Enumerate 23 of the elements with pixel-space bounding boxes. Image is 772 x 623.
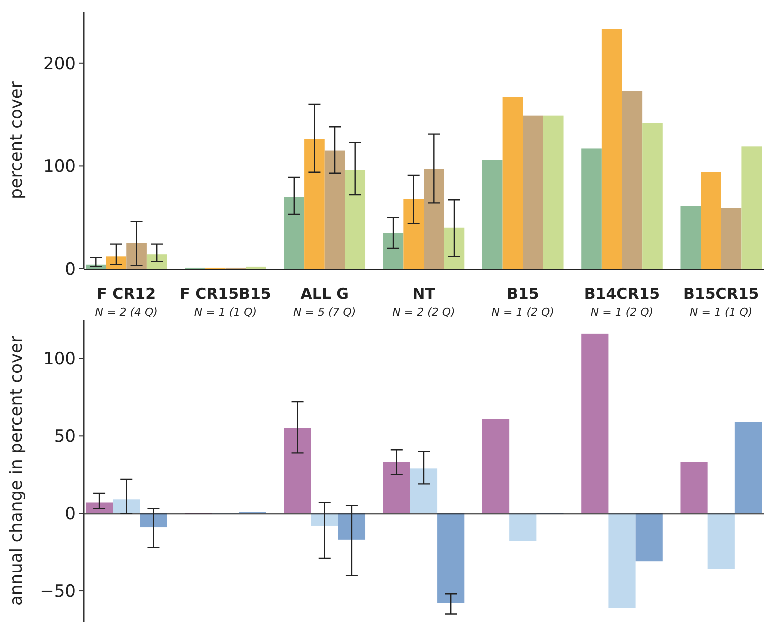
- x-tick-label: B14CR15: [584, 285, 660, 303]
- x-tick-label: N = 5 (7 Q): [294, 306, 356, 319]
- y-axis-title: annual change in percent cover: [7, 336, 27, 606]
- y-axis-title: percent cover: [7, 82, 27, 200]
- x-tick-label: N = 2 (4 Q): [95, 306, 158, 319]
- x-tick-label: B15CR15: [684, 285, 760, 303]
- x-tick-label: ALL G: [300, 285, 350, 303]
- x-tick-label: F CR15B15: [180, 285, 272, 303]
- x-tick-label: F CR12: [97, 285, 156, 303]
- x-tick-label: N = 1 (1 Q): [690, 306, 753, 319]
- x-tick-label: B15: [506, 285, 540, 303]
- x-tick-label: N = 2 (2 Q): [392, 306, 456, 319]
- y-tick-label: 100: [44, 350, 76, 370]
- y-tick-label: 200: [44, 54, 76, 74]
- y-tick-label: −50: [40, 582, 76, 602]
- y-tick-label: 50: [54, 427, 76, 448]
- y-tick-label: 100: [44, 157, 76, 178]
- y-tick-label: 0: [65, 504, 76, 525]
- x-tick-label: N = 1 (2 Q): [492, 306, 554, 319]
- y-tick-label: 0: [65, 260, 76, 280]
- x-tick-label: NT: [412, 285, 436, 303]
- x-tick-label: N = 1 (2 Q): [590, 306, 654, 319]
- x-tick-label: N = 1 (1 Q): [194, 306, 258, 319]
